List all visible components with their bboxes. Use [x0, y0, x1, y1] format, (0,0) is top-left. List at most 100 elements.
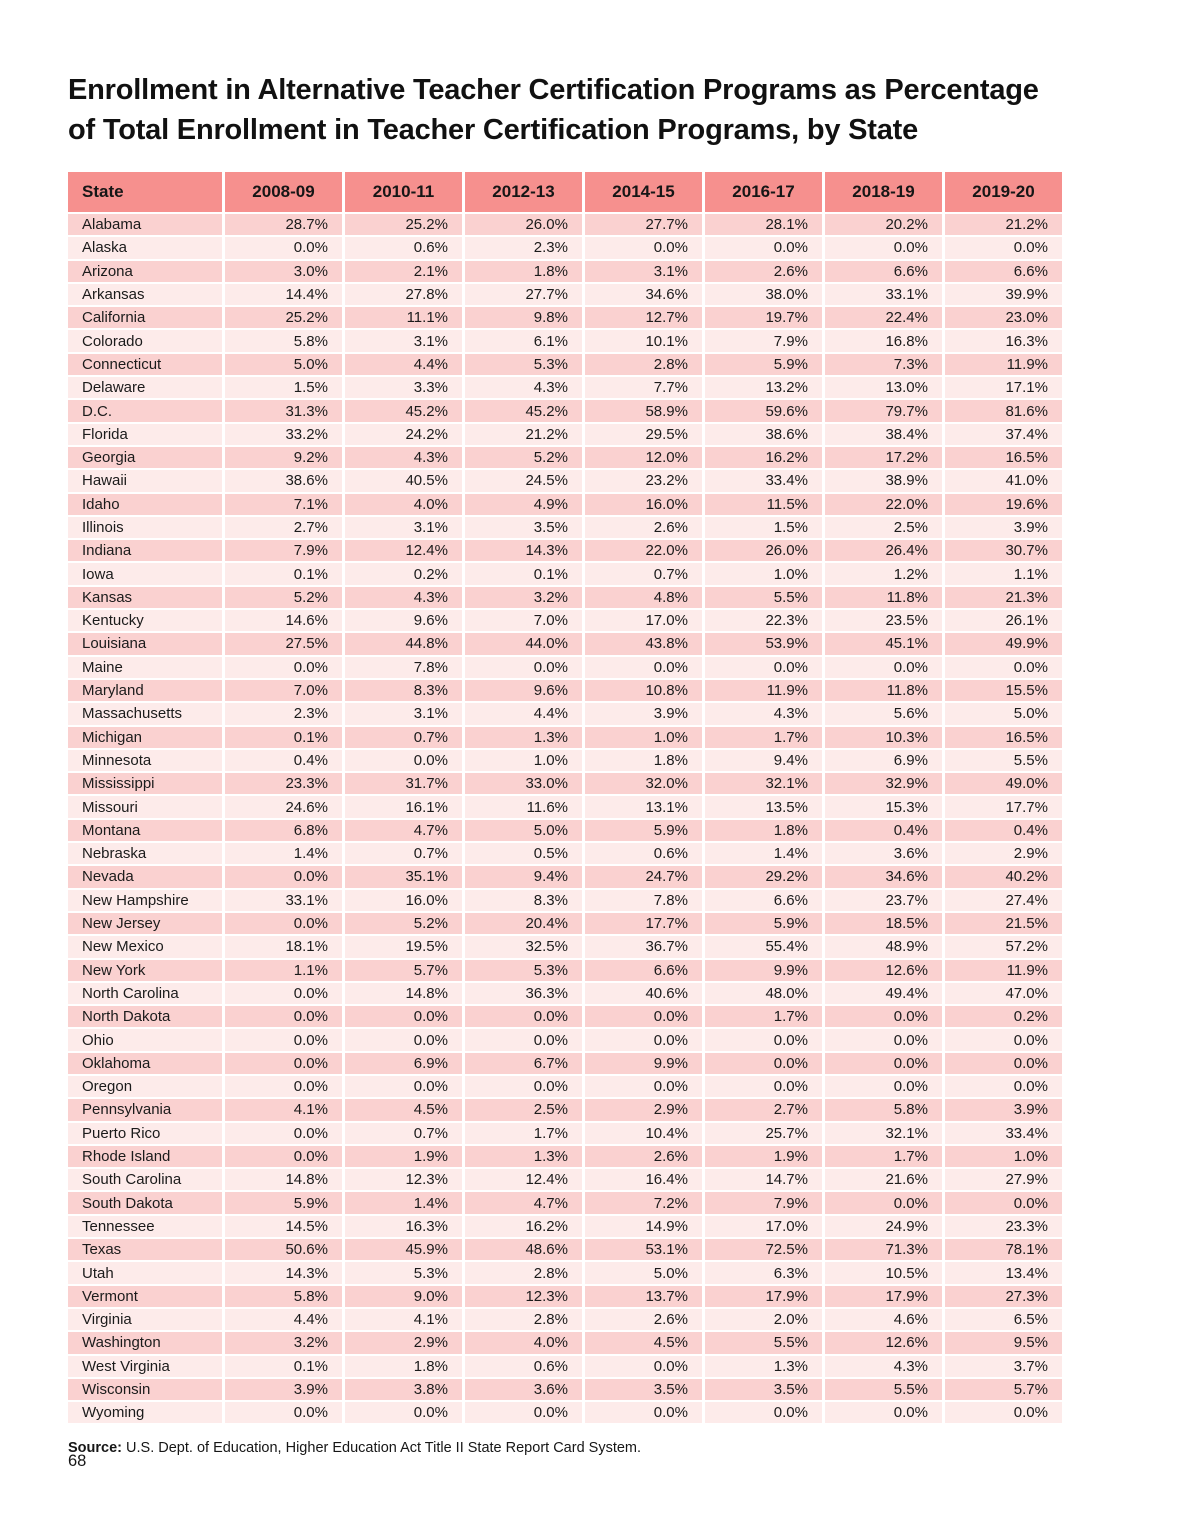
value-cell: 4.5%	[345, 1099, 462, 1121]
value-cell: 26.0%	[465, 214, 582, 236]
value-cell: 0.6%	[465, 1355, 582, 1377]
value-cell: 0.0%	[225, 866, 342, 888]
table-row: Hawaii 38.6% 40.5% 24.5% 23.2% 33.4% 38.9% 41.0…	[68, 470, 1062, 492]
value-cell: 59.6%	[705, 400, 822, 422]
year-column-header: 2008-09	[225, 172, 342, 212]
value-cell: 33.1%	[825, 283, 942, 306]
value-cell: 1.8%	[345, 1355, 462, 1377]
value-cell: 0.4%	[945, 819, 1062, 842]
year-column-header: 2018-19	[825, 172, 942, 212]
value-cell: 0.0%	[225, 1145, 342, 1168]
state-cell: Virginia	[68, 1308, 222, 1331]
value-cell: 81.6%	[945, 400, 1062, 422]
value-cell: 12.7%	[585, 307, 702, 329]
value-cell: 12.4%	[345, 540, 462, 562]
value-cell: 11.1%	[345, 307, 462, 329]
value-cell: 1.0%	[585, 726, 702, 748]
value-cell: 17.0%	[585, 610, 702, 632]
value-cell: 1.4%	[705, 843, 822, 865]
value-cell: 0.0%	[345, 1402, 462, 1424]
table-row: Wisconsin 3.9% 3.8% 3.6% 3.5% 3.5% 5.5% 5.7%	[68, 1378, 1062, 1401]
table-row: Oregon 0.0% 0.0% 0.0% 0.0% 0.0% 0.0% 0.0%	[68, 1075, 1062, 1098]
value-cell: 16.1%	[345, 796, 462, 818]
value-cell: 32.5%	[465, 936, 582, 958]
value-cell: 0.0%	[225, 237, 342, 259]
value-cell: 40.2%	[945, 866, 1062, 888]
value-cell: 0.0%	[705, 1402, 822, 1424]
value-cell: 3.6%	[465, 1378, 582, 1401]
table-row: Nevada 0.0% 35.1% 9.4% 24.7% 29.2% 34.6% 40.2%	[68, 866, 1062, 888]
value-cell: 17.1%	[945, 377, 1062, 399]
value-cell: 10.3%	[825, 726, 942, 748]
table-row: Virginia 4.4% 4.1% 2.8% 2.6% 2.0% 4.6% 6.5%	[68, 1308, 1062, 1331]
value-cell: 16.5%	[945, 726, 1062, 748]
value-cell: 0.4%	[825, 819, 942, 842]
value-cell: 53.9%	[705, 633, 822, 655]
value-cell: 26.4%	[825, 540, 942, 562]
value-cell: 7.0%	[225, 679, 342, 702]
state-cell: Utah	[68, 1262, 222, 1284]
value-cell: 10.4%	[585, 1122, 702, 1144]
value-cell: 1.5%	[705, 516, 822, 539]
value-cell: 23.0%	[945, 307, 1062, 329]
value-cell: 5.5%	[825, 1378, 942, 1401]
table-row: Vermont 5.8% 9.0% 12.3% 13.7% 17.9% 17.9% 27.3%	[68, 1285, 1062, 1307]
value-cell: 23.2%	[585, 470, 702, 492]
value-cell: 5.9%	[225, 1192, 342, 1214]
value-cell: 9.2%	[225, 446, 342, 469]
value-cell: 1.5%	[225, 377, 342, 399]
value-cell: 0.0%	[945, 1029, 1062, 1051]
value-cell: 0.0%	[345, 749, 462, 772]
value-cell: 2.8%	[465, 1262, 582, 1284]
value-cell: 0.0%	[825, 1192, 942, 1214]
value-cell: 0.7%	[345, 1122, 462, 1144]
value-cell: 0.0%	[225, 1402, 342, 1424]
value-cell: 1.9%	[705, 1145, 822, 1168]
value-cell: 58.9%	[585, 400, 702, 422]
value-cell: 0.0%	[225, 1075, 342, 1098]
value-cell: 48.6%	[465, 1239, 582, 1261]
value-cell: 27.7%	[585, 214, 702, 236]
value-cell: 40.6%	[585, 982, 702, 1005]
value-cell: 29.2%	[705, 866, 822, 888]
value-cell: 25.2%	[345, 214, 462, 236]
value-cell: 1.4%	[345, 1192, 462, 1214]
value-cell: 4.3%	[465, 377, 582, 399]
value-cell: 0.0%	[945, 1402, 1062, 1424]
value-cell: 9.6%	[345, 610, 462, 632]
table-row: Arkansas 14.4% 27.8% 27.7% 34.6% 38.0% 33.1% 39…	[68, 283, 1062, 306]
value-cell: 0.0%	[585, 1006, 702, 1028]
value-cell: 6.6%	[945, 260, 1062, 282]
state-cell: Louisiana	[68, 633, 222, 655]
value-cell: 4.4%	[345, 353, 462, 376]
value-cell: 5.3%	[465, 353, 582, 376]
value-cell: 5.8%	[225, 330, 342, 352]
value-cell: 2.8%	[465, 1308, 582, 1331]
value-cell: 2.6%	[585, 1145, 702, 1168]
value-cell: 3.5%	[465, 516, 582, 539]
value-cell: 78.1%	[945, 1239, 1062, 1261]
value-cell: 32.0%	[585, 773, 702, 795]
value-cell: 5.7%	[945, 1378, 1062, 1401]
state-cell: Connecticut	[68, 353, 222, 376]
value-cell: 0.0%	[825, 1006, 942, 1028]
state-cell: Nebraska	[68, 843, 222, 865]
value-cell: 28.1%	[705, 214, 822, 236]
state-cell: Oregon	[68, 1075, 222, 1098]
year-column-header: 2010-11	[345, 172, 462, 212]
value-cell: 3.3%	[345, 377, 462, 399]
value-cell: 24.6%	[225, 796, 342, 818]
value-cell: 1.4%	[225, 843, 342, 865]
value-cell: 5.0%	[585, 1262, 702, 1284]
value-cell: 5.7%	[345, 959, 462, 981]
value-cell: 4.1%	[345, 1308, 462, 1331]
value-cell: 6.6%	[705, 889, 822, 911]
value-cell: 13.2%	[705, 377, 822, 399]
value-cell: 0.0%	[825, 1052, 942, 1074]
value-cell: 7.8%	[585, 889, 702, 911]
table-row: Florida 33.2% 24.2% 21.2% 29.5% 38.6% 38.4% 37.…	[68, 423, 1062, 445]
value-cell: 0.0%	[465, 656, 582, 678]
table-row: Kansas 5.2% 4.3% 3.2% 4.8% 5.5% 11.8% 21.3%	[68, 586, 1062, 609]
source-note: Source: U.S. Dept. of Education, Higher …	[68, 1440, 641, 1456]
value-cell: 3.9%	[945, 1099, 1062, 1121]
